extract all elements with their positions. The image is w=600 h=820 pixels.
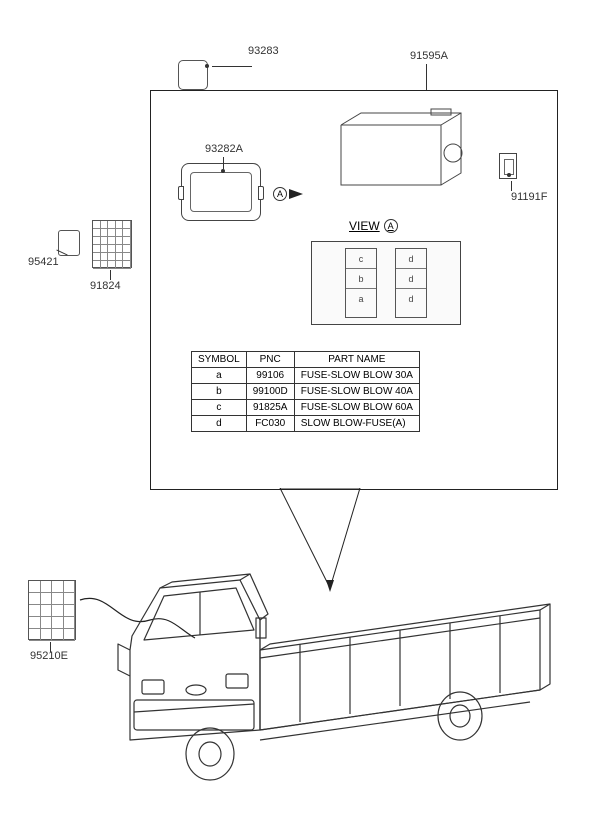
fuse-slot: d bbox=[396, 269, 426, 289]
table-row: a99106FUSE-SLOW BLOW 30A bbox=[192, 368, 420, 384]
truck-illustration bbox=[60, 540, 560, 800]
table-cell: FUSE-SLOW BLOW 40A bbox=[294, 384, 419, 400]
leader-95210e bbox=[50, 642, 51, 652]
fuse-slot: c bbox=[346, 249, 376, 269]
view-a-letter: A bbox=[388, 221, 394, 231]
panel-93283 bbox=[178, 60, 208, 90]
callout-frame: 93282A A 91191F VIEW A cba ddd bbox=[150, 90, 558, 490]
label-91824: 91824 bbox=[90, 280, 121, 292]
label-91191f: 91191F bbox=[511, 191, 548, 203]
table-cell: FC030 bbox=[246, 416, 294, 432]
table-cell: d bbox=[192, 416, 247, 432]
table-header: PART NAME bbox=[294, 352, 419, 368]
table-header: SYMBOL bbox=[192, 352, 247, 368]
leader-93282a bbox=[223, 157, 224, 169]
view-a-label: VIEW A bbox=[349, 219, 398, 233]
leader-91824 bbox=[110, 270, 111, 280]
fuse-column-left: cba bbox=[345, 248, 377, 318]
fuse-column-right: ddd bbox=[395, 248, 427, 318]
table-row: dFC030SLOW BLOW-FUSE(A) bbox=[192, 416, 420, 432]
arrow-a-head bbox=[289, 189, 303, 199]
spec-table: SYMBOLPNCPART NAME a99106FUSE-SLOW BLOW … bbox=[191, 351, 420, 432]
table-cell: b bbox=[192, 384, 247, 400]
grid-91824 bbox=[92, 220, 132, 268]
table-cell: c bbox=[192, 400, 247, 416]
dot-93283 bbox=[205, 64, 209, 68]
table-cell: a bbox=[192, 368, 247, 384]
table-row: b99100DFUSE-SLOW BLOW 40A bbox=[192, 384, 420, 400]
view-a-box: cba ddd bbox=[311, 241, 461, 325]
label-93282a: 93282A bbox=[205, 143, 243, 155]
label-95421: 95421 bbox=[28, 256, 59, 268]
label-91595a: 91595A bbox=[410, 50, 448, 62]
leader-93283 bbox=[212, 66, 252, 67]
table-cell: 91825A bbox=[246, 400, 294, 416]
leader-91191f bbox=[511, 181, 512, 191]
view-a-circle: A bbox=[384, 219, 398, 233]
table-row: c91825AFUSE-SLOW BLOW 60A bbox=[192, 400, 420, 416]
arrow-a: A bbox=[273, 187, 303, 201]
arrow-a-circle: A bbox=[273, 187, 287, 201]
fuse-slot: b bbox=[346, 269, 376, 289]
dot-91191f bbox=[507, 173, 511, 177]
fuse-slot: d bbox=[396, 289, 426, 309]
label-93283: 93283 bbox=[248, 45, 279, 57]
table-cell: 99106 bbox=[246, 368, 294, 384]
fuse-slot: d bbox=[396, 249, 426, 269]
table-cell: SLOW BLOW-FUSE(A) bbox=[294, 416, 419, 432]
table-cell: FUSE-SLOW BLOW 60A bbox=[294, 400, 419, 416]
table-cell: FUSE-SLOW BLOW 30A bbox=[294, 368, 419, 384]
dot-93282a bbox=[221, 169, 225, 173]
table-cell: 99100D bbox=[246, 384, 294, 400]
battery-box-91595a bbox=[331, 105, 461, 185]
arrow-a-letter: A bbox=[277, 189, 283, 199]
table-header: PNC bbox=[246, 352, 294, 368]
view-text: VIEW bbox=[349, 219, 380, 233]
fuse-slot: a bbox=[346, 289, 376, 309]
